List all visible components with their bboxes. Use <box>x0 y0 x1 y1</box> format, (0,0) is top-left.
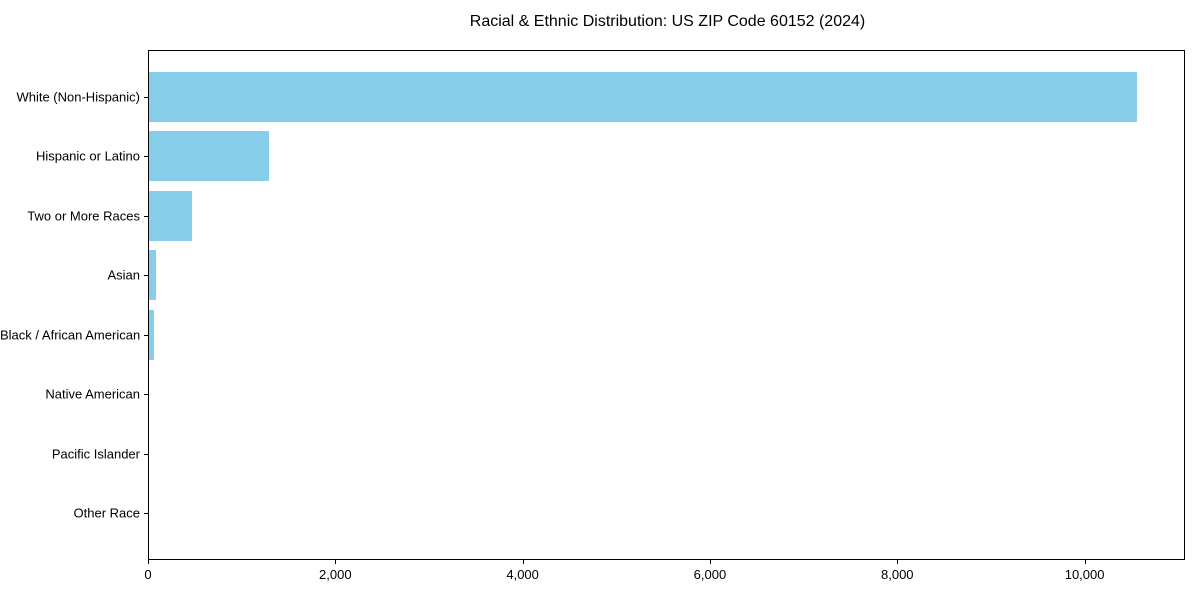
x-tick-label: 0 <box>144 567 152 582</box>
y-tick-label: White (Non-Hispanic) <box>16 89 140 105</box>
bar-hispanic-or-latino <box>149 131 270 182</box>
x-tick-mark <box>148 560 149 564</box>
x-tick-label: 10,000 <box>1064 567 1105 582</box>
y-tick-mark <box>144 334 148 336</box>
x-tick-label: 2,000 <box>319 567 352 582</box>
y-tick-mark <box>144 156 148 158</box>
bar-black-african-american <box>149 309 155 360</box>
x-tick-mark <box>522 560 524 564</box>
x-tick-label: 8,000 <box>880 567 914 582</box>
bar-two-or-more-races <box>149 190 193 241</box>
y-tick-label: Other Race <box>73 505 140 521</box>
y-tick-label: Native American <box>45 386 140 402</box>
x-tick-label: 4,000 <box>506 567 539 582</box>
y-tick-label: Two or More Races <box>27 208 140 224</box>
y-tick-mark <box>144 97 148 98</box>
y-tick-label: Pacific Islander <box>51 446 140 462</box>
y-tick-mark <box>144 215 148 217</box>
y-tick-mark <box>144 513 148 514</box>
x-tick-mark <box>335 560 337 564</box>
x-tick-mark <box>1084 560 1086 564</box>
y-tick-mark <box>144 394 148 396</box>
y-tick-label: Hispanic or Latino <box>35 148 140 164</box>
x-tick-mark <box>709 560 711 564</box>
y-tick-label: Black / African American <box>0 327 141 343</box>
x-tick-mark <box>897 560 899 564</box>
x-tick-label: 6,000 <box>693 567 727 582</box>
y-tick-label: Asian <box>107 267 140 283</box>
y-tick-mark <box>144 275 148 277</box>
plot-area <box>148 50 1185 560</box>
bar-white-non-hispanic <box>149 72 1137 122</box>
y-tick-mark <box>144 453 148 455</box>
chart-title: Racial & Ethnic Distribution: US ZIP Cod… <box>469 13 866 30</box>
bar-asian <box>149 250 156 301</box>
